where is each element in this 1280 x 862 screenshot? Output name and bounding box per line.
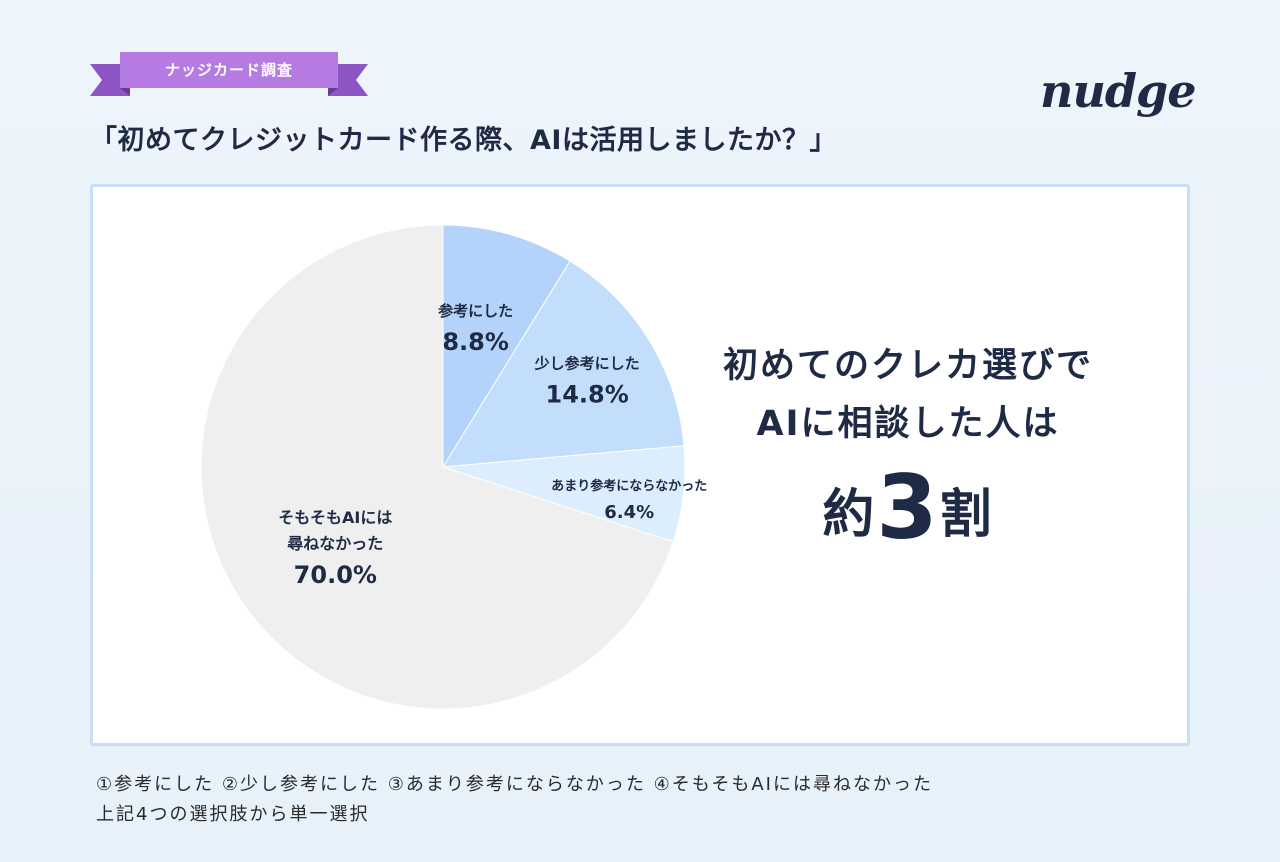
headline-line-1: 初めてのクレカ選びで xyxy=(722,346,1093,386)
slice-label-1: 参考にした xyxy=(438,302,513,320)
slice-value-4: 70.0% xyxy=(294,561,377,589)
slice-label-2: 少し参考にした xyxy=(534,355,640,373)
nudge-logo: nudge xyxy=(1040,64,1196,144)
slice-value-3: 6.4% xyxy=(604,502,654,523)
survey-tag-label: ナッジカード調査 xyxy=(164,61,293,79)
headline-big-prefix: 約 xyxy=(822,485,877,545)
slice-value-1: 8.8% xyxy=(442,328,509,356)
footer-options: ①参考にした ②少し参考にした ③あまり参考にならなかった ④そもそもAIには尋… xyxy=(96,774,933,795)
headline-big-suffix: 割 xyxy=(939,485,994,545)
survey-tag-ribbon: ナッジカード調査 xyxy=(90,52,368,100)
pie-slice-1 xyxy=(442,224,571,469)
pie-slice-4 xyxy=(200,224,674,710)
pie-slice-2 xyxy=(442,260,685,468)
slice-label-4-line-1: そもそもAIには xyxy=(278,508,392,527)
headline-line-2: AIに相談した人は xyxy=(756,404,1060,444)
page-title: 「初めてクレジットカード作る際、AIは活用しましたか？」 xyxy=(90,125,837,156)
headline-big-number: 3 xyxy=(876,456,940,559)
headline: 初めてのクレカ選びで AIに相談した人は 約3割 xyxy=(693,337,1123,560)
slice-label-3: あまり参考にならなかった xyxy=(551,478,707,494)
footer-note: ①参考にした ②少し参考にした ③あまり参考にならなかった ④そもそもAIには尋… xyxy=(96,770,933,830)
ribbon-shape xyxy=(90,52,368,96)
pie-chart: 参考にした 8.8% 少し参考にした 14.8% あまり参考にならなかった 6.4% そもそ… xyxy=(200,224,707,710)
slice-value-2: 14.8% xyxy=(546,381,629,409)
logo-text: nudge xyxy=(1040,64,1196,118)
headline-big: 約3割 xyxy=(693,463,1123,560)
slice-label-4-line-2: 尋ねなかった xyxy=(287,534,383,553)
footer-method: 上記4つの選択肢から単一選択 xyxy=(96,804,370,825)
chart-panel: 参考にした 8.8% 少し参考にした 14.8% あまり参考にならなかった 6.4% そもそ… xyxy=(90,184,1190,746)
